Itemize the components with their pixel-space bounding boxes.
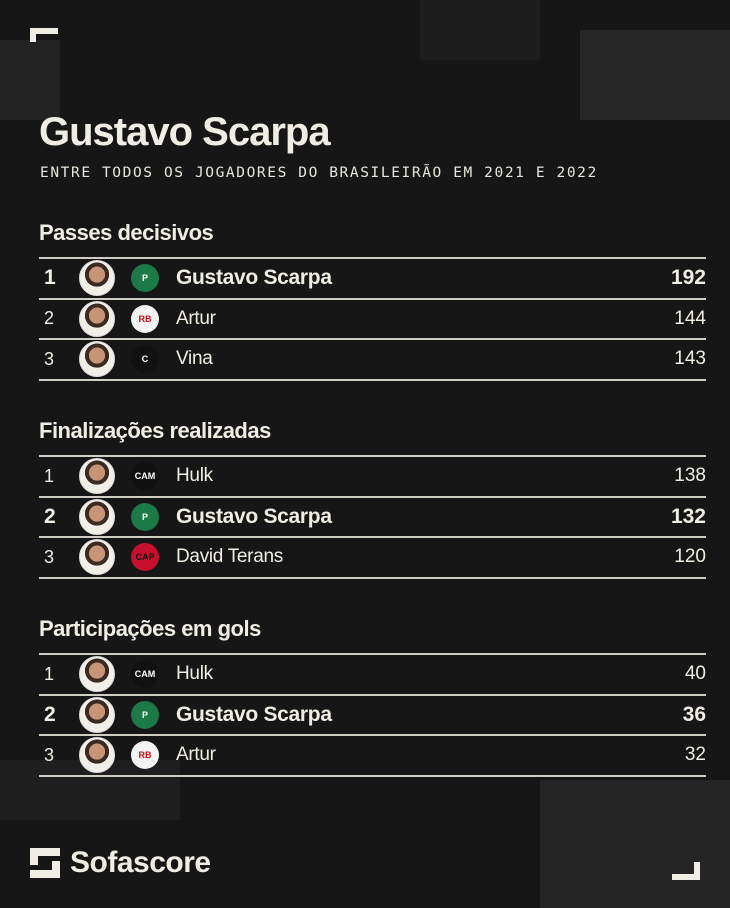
corner-mark (694, 862, 700, 880)
page-title: Gustavo Scarpa (39, 110, 331, 154)
rank: 2 (44, 702, 56, 726)
section-title: Participações em gols (39, 616, 261, 641)
palmeiras-crest-icon: P (131, 502, 159, 531)
stat-value: 192 (670, 266, 706, 290)
ceara-crest-icon: C (131, 345, 159, 374)
player-name: Vina (176, 348, 213, 370)
table-row: 2 RB Artur 144 (39, 300, 706, 340)
player-name: Gustavo Scarpa (176, 702, 332, 726)
player-name: Artur (176, 744, 216, 766)
rank: 2 (44, 308, 55, 329)
ranking-table: 1 P Gustavo Scarpa 192 2 RB Artur 144 3 … (39, 257, 706, 381)
table-row: 1 CAM Hulk 138 (39, 457, 706, 498)
player-avatar (79, 300, 115, 337)
table-row: 3 CAP David Terans 120 (39, 538, 706, 579)
player-name: Hulk (176, 663, 213, 685)
player-name: Hulk (176, 465, 213, 487)
stat-value: 132 (670, 504, 706, 528)
bragantino-crest-icon: RB (131, 741, 159, 770)
table-row: 1 CAM Hulk 40 (39, 655, 706, 696)
stat-section: Participações em gols 1 CAM Hulk 40 2 P … (39, 617, 706, 777)
rank: 1 (44, 663, 55, 684)
player-avatar (79, 458, 115, 495)
rank: 1 (44, 465, 55, 486)
bg-block (0, 40, 60, 120)
ranking-table: 1 CAM Hulk 40 2 P Gustavo Scarpa 36 3 RB… (39, 653, 706, 777)
bragantino-crest-icon: RB (131, 304, 159, 333)
section-title: Finalizações realizadas (39, 418, 271, 443)
rank: 3 (44, 348, 55, 369)
rank: 1 (44, 266, 56, 290)
player-avatar (79, 737, 115, 774)
player-avatar (79, 341, 115, 378)
player-avatar (79, 539, 115, 576)
sofascore-logo: Sofascore (30, 846, 211, 880)
atletico-mg-crest-icon: CAM (131, 462, 159, 491)
bg-block (580, 30, 730, 120)
corner-mark (30, 28, 58, 34)
sofascore-icon (30, 848, 60, 878)
ranking-table: 1 CAM Hulk 138 2 P Gustavo Scarpa 132 3 … (39, 455, 706, 579)
player-avatar (79, 498, 115, 535)
stat-value: 32 (684, 744, 706, 766)
player-avatar (79, 696, 115, 733)
brand-name: Sofascore (70, 846, 211, 879)
stat-value: 143 (674, 348, 706, 370)
stat-value: 36 (682, 702, 706, 726)
palmeiras-crest-icon: P (131, 264, 159, 293)
page-subtitle: ENTRE TODOS OS JOGADORES DO BRASILEIRÃO … (40, 165, 598, 181)
stat-value: 40 (684, 663, 706, 685)
bg-block (420, 0, 540, 60)
palmeiras-crest-icon: P (131, 700, 159, 729)
stat-value: 120 (674, 546, 706, 568)
table-row: 3 C Vina 143 (39, 340, 706, 381)
rank: 3 (44, 546, 55, 567)
corner-mark (30, 28, 36, 42)
table-row: 2 P Gustavo Scarpa 132 (39, 498, 706, 538)
bg-block (540, 780, 730, 908)
stat-value: 144 (674, 307, 706, 329)
table-row: 1 P Gustavo Scarpa 192 (39, 259, 706, 300)
atletico-mg-crest-icon: CAM (131, 660, 159, 689)
player-name: Artur (176, 307, 216, 329)
section-title: Passes decisivos (39, 220, 214, 245)
player-avatar (79, 260, 115, 297)
player-avatar (79, 656, 115, 693)
stat-value: 138 (674, 465, 706, 487)
player-name: David Terans (176, 546, 283, 568)
player-name: Gustavo Scarpa (176, 504, 332, 528)
stat-section: Finalizações realizadas 1 CAM Hulk 138 2… (39, 419, 706, 579)
corner-mark (672, 874, 700, 880)
table-row: 3 RB Artur 32 (39, 736, 706, 777)
athletico-pr-crest-icon: CAP (131, 543, 159, 572)
table-row: 2 P Gustavo Scarpa 36 (39, 696, 706, 736)
rank: 3 (44, 744, 55, 765)
player-name: Gustavo Scarpa (176, 266, 332, 290)
rank: 2 (44, 504, 56, 528)
stat-section: Passes decisivos 1 P Gustavo Scarpa 192 … (39, 221, 706, 381)
